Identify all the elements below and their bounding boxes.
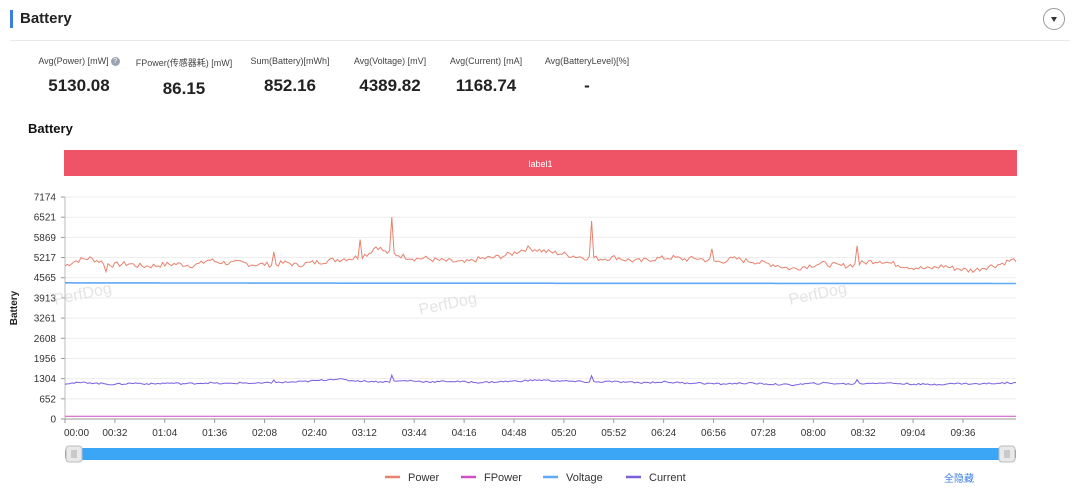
watermark-text: PerfDog bbox=[787, 280, 848, 309]
chart-section-title: Battery bbox=[28, 121, 73, 136]
x-tick-label: 03:12 bbox=[352, 428, 377, 439]
stat-value: 4389.82 bbox=[359, 76, 421, 95]
x-tick-label: 06:56 bbox=[701, 428, 726, 439]
y-tick-label: 1956 bbox=[34, 354, 57, 365]
stat-label: Avg(Power) [mW] bbox=[38, 56, 109, 66]
panel-title: Battery bbox=[20, 10, 72, 27]
x-tick-label: 09:36 bbox=[950, 428, 975, 439]
x-tick-label: 03:44 bbox=[402, 428, 427, 439]
hide-all-button[interactable]: 全隐藏 bbox=[944, 474, 974, 485]
x-tick-label: 08:00 bbox=[801, 428, 826, 439]
x-tick-label: 09:04 bbox=[901, 428, 926, 439]
stat-sum-battery: Sum(Battery)[mWh] 852.16 bbox=[240, 56, 340, 96]
legend-label-power[interactable]: Power bbox=[408, 472, 440, 484]
stat-avg-current: Avg(Current) [mA] 1168.74 bbox=[440, 56, 532, 96]
y-tick-label: 6521 bbox=[34, 213, 57, 224]
x-tick-label: 05:20 bbox=[551, 428, 576, 439]
label-band-text: label1 bbox=[528, 159, 552, 169]
stat-label: FPower(传感器耗) [mW] bbox=[135, 58, 233, 68]
stat-value: - bbox=[584, 76, 590, 95]
stat-avg-battery-level: Avg(BatteryLevel)[%] - bbox=[536, 56, 638, 96]
legend-label-fpower[interactable]: FPower bbox=[484, 472, 522, 484]
legend-label-voltage[interactable]: Voltage bbox=[566, 472, 603, 484]
range-slider-track[interactable] bbox=[65, 448, 1016, 460]
x-tick-label: 00:32 bbox=[102, 428, 127, 439]
y-tick-label: 2608 bbox=[34, 334, 57, 345]
series-line-power bbox=[64, 217, 1017, 274]
x-tick-label: 07:28 bbox=[751, 428, 776, 439]
x-tick-label: 04:48 bbox=[501, 428, 526, 439]
y-tick-label: 1304 bbox=[34, 374, 57, 385]
x-tick-label: 08:32 bbox=[851, 428, 876, 439]
y-tick-label: 3913 bbox=[34, 293, 57, 304]
series-line-current bbox=[64, 373, 1016, 387]
x-tick-label: 04:16 bbox=[452, 428, 477, 439]
stat-value: 5130.08 bbox=[48, 76, 110, 96]
panel-header: Battery bbox=[0, 0, 1080, 41]
x-tick-label: 02:40 bbox=[302, 428, 327, 439]
help-icon[interactable]: ? bbox=[110, 57, 120, 67]
stat-avg-voltage: Avg(Voltage) [mV] 4389.82 bbox=[342, 56, 438, 96]
stat-avg-power: Avg(Power) [mW]? 5130.08 bbox=[30, 56, 128, 96]
legend-label-current[interactable]: Current bbox=[649, 472, 686, 484]
y-tick-label: 652 bbox=[39, 394, 56, 405]
stat-value: 86.15 bbox=[162, 79, 206, 98]
header-accent-bar bbox=[10, 10, 13, 28]
stat-label: Avg(BatteryLevel)[%] bbox=[544, 56, 630, 66]
y-tick-label: 5869 bbox=[34, 233, 57, 244]
x-tick-label: 06:24 bbox=[651, 428, 676, 439]
y-tick-label: 3261 bbox=[34, 314, 57, 325]
watermark-text: PerfDog bbox=[52, 280, 113, 309]
y-axis-title: Battery bbox=[9, 290, 20, 325]
y-tick-label: 7174 bbox=[34, 193, 57, 204]
y-tick-label: 5217 bbox=[34, 253, 57, 264]
collapse-button[interactable] bbox=[1043, 8, 1065, 30]
y-tick-label: 4565 bbox=[34, 273, 57, 284]
chevron-down-icon bbox=[1051, 17, 1057, 22]
x-tick-label: 02:08 bbox=[252, 428, 277, 439]
stat-label: Avg(Current) [mA] bbox=[449, 56, 523, 66]
stat-value: 852.16 bbox=[264, 76, 316, 95]
stat-value: 1168.74 bbox=[455, 76, 517, 95]
label-band[interactable] bbox=[64, 150, 1017, 176]
stat-fpower: FPower(传感器耗) [mW] 86.15 bbox=[132, 56, 236, 99]
header-divider bbox=[10, 40, 1070, 41]
x-tick-label: 01:04 bbox=[152, 428, 177, 439]
stat-label: Sum(Battery)[mWh] bbox=[250, 56, 330, 66]
watermark-text: PerfDog bbox=[417, 290, 478, 319]
stat-label: Avg(Voltage) [mV] bbox=[353, 56, 427, 66]
y-tick-label: 0 bbox=[50, 415, 56, 426]
x-tick-label: 01:36 bbox=[202, 428, 227, 439]
x-tick-label: 05:52 bbox=[601, 428, 626, 439]
series-line-voltage bbox=[65, 282, 1016, 285]
x-tick-label: 00:00 bbox=[64, 428, 89, 439]
